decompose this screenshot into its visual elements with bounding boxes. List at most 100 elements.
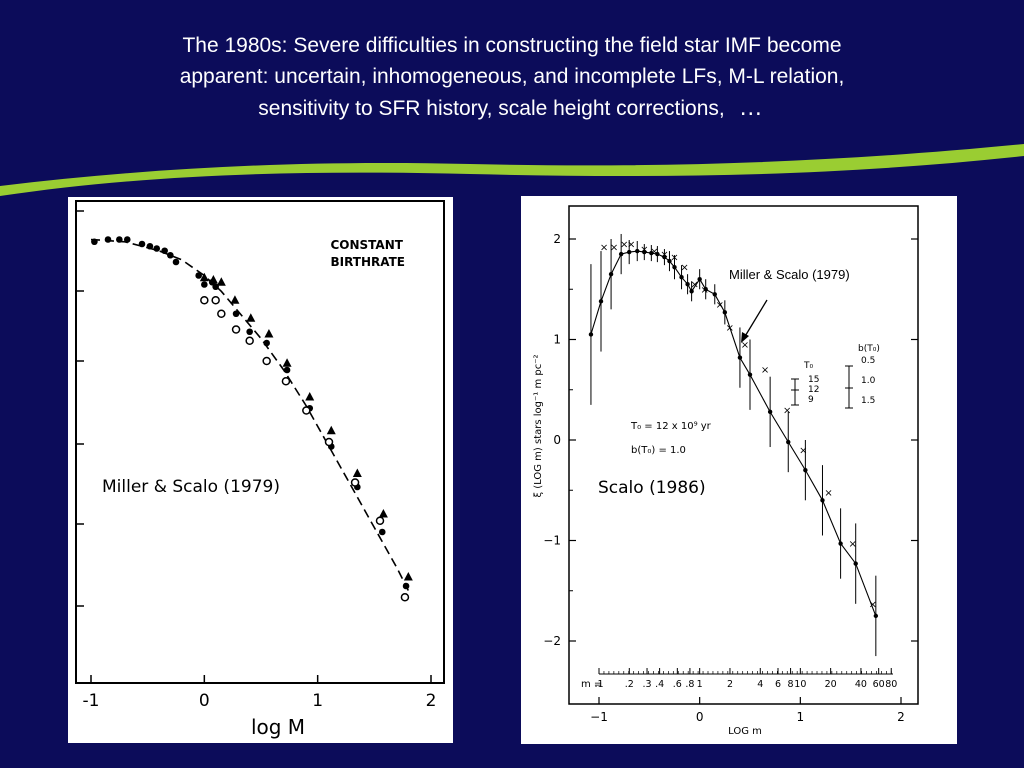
- x-marker-point: ×: [650, 247, 658, 258]
- x-marker-point: ×: [741, 340, 749, 351]
- x-marker-point: ×: [620, 240, 628, 251]
- x-marker-point: ×: [848, 539, 856, 550]
- x-marker-point: ×: [690, 280, 698, 291]
- filled-circle-point: [138, 240, 146, 248]
- mass-tick-label: 2: [727, 679, 733, 690]
- x-axis-label: log M: [251, 715, 305, 739]
- filled-circle-point: [91, 238, 98, 246]
- filled-circle-point: [161, 247, 168, 255]
- scalo-point: [767, 409, 773, 415]
- plot-frame: [568, 205, 919, 705]
- triangle-point: [246, 313, 256, 322]
- filled-circle-point: [146, 242, 154, 250]
- legend-line-2: BIRTHRATE: [330, 255, 405, 269]
- green-swoosh-divider: [0, 144, 1024, 196]
- mass-tick-label: 20: [825, 679, 837, 690]
- x-marker-point: ×: [627, 240, 635, 251]
- mass-tick-label: .2: [625, 679, 634, 690]
- to-legend-label: T₀: [803, 361, 813, 371]
- param-to: T₀ = 12 x 10⁹ yr: [631, 421, 711, 432]
- x-tick-label: 0: [199, 691, 210, 711]
- scalo-point: [838, 541, 843, 546]
- open-circle-point: [350, 478, 360, 487]
- filled-circle-point: [246, 328, 253, 336]
- x-marker-point: ×: [726, 323, 734, 334]
- miller-scalo-chart-panel: -1 0 1 2 log M CONSTANT BIRTHRATE Miller & S…: [68, 197, 453, 743]
- b-legend-value: 0.5: [861, 356, 875, 366]
- filled-circle-point: [201, 281, 208, 288]
- annotation-arrowhead: [741, 332, 749, 343]
- scalo-point: [655, 251, 660, 257]
- mass-tick-label: .3: [642, 679, 651, 690]
- mass-tick-label: 40: [855, 679, 867, 690]
- x-marker-point: ×: [600, 243, 608, 254]
- x-marker-point: ×: [640, 245, 648, 256]
- triangle-point: [352, 468, 362, 477]
- x-marker-point: ×: [824, 488, 832, 499]
- x-tick-label: 1: [312, 691, 323, 711]
- triangle-point: [326, 425, 336, 435]
- mass-tick-label: 4: [757, 679, 763, 690]
- open-circle-point: [324, 437, 334, 447]
- title-line-2: apparent: uncertain, inhomogeneous, and …: [179, 65, 845, 88]
- x-marker-point: ×: [610, 243, 618, 254]
- to-legend-value: 12: [808, 385, 819, 395]
- scalo-point: [598, 299, 604, 304]
- x-marker-point: ×: [716, 300, 724, 311]
- scalo-point: [662, 254, 667, 260]
- title-ellipsis: …: [738, 94, 766, 121]
- scalo-point: [588, 332, 594, 337]
- to-legend-value: 15: [808, 375, 819, 385]
- y-tick-label: −2: [543, 634, 561, 648]
- right-chart-caption: Scalo (1986): [598, 478, 706, 498]
- scalo-point: [873, 613, 879, 619]
- scalo-point: [689, 289, 694, 294]
- mass-tick-label: 60: [873, 679, 885, 690]
- filled-circle-point: [116, 236, 123, 243]
- filled-circle-point: [263, 339, 270, 347]
- x-marker-point: ×: [869, 599, 877, 610]
- y-tick-label: 2: [553, 232, 561, 246]
- x-tick-label: -1: [83, 691, 100, 711]
- x-marker-point: ×: [701, 285, 709, 296]
- x-tick-label: 2: [897, 710, 905, 724]
- x-marker-point: ×: [660, 250, 668, 261]
- filled-circle-point: [195, 272, 202, 279]
- mass-tick-label: 8: [788, 679, 794, 690]
- open-circle-point: [281, 377, 291, 386]
- mass-tick-label: 6: [775, 679, 781, 690]
- scalo-point: [642, 249, 647, 255]
- triangle-point: [378, 509, 388, 518]
- mass-tick-label: 1: [697, 679, 703, 690]
- b-legend-value: 1.0: [861, 376, 876, 386]
- open-circle-point: [245, 336, 254, 345]
- triangle-point: [403, 572, 413, 581]
- y-tick-label: −1: [543, 534, 561, 548]
- y-axis-label: ξ (LOG m) stars log⁻¹ m pc⁻²: [533, 354, 544, 497]
- mass-tick-label: 10: [794, 679, 806, 690]
- open-circle-point: [302, 406, 311, 415]
- scalo-point: [618, 251, 624, 257]
- scalo-point: [635, 248, 640, 254]
- x-tick-label: 2: [426, 691, 437, 711]
- x-marker-point: ×: [799, 446, 807, 457]
- b-legend-label: b(T₀): [858, 344, 880, 354]
- triangle-point: [230, 295, 240, 304]
- open-circle-point: [217, 309, 226, 318]
- mass-axis-prefix: m =: [581, 679, 602, 690]
- plot-frame: [75, 200, 445, 684]
- scalo-point: [820, 498, 825, 503]
- x-marker-point: ×: [670, 253, 678, 264]
- filled-circle-point: [378, 528, 386, 536]
- mass-tick-label: .4: [655, 679, 664, 690]
- filled-circle-point: [402, 582, 410, 590]
- triangle-point: [208, 275, 218, 284]
- scalo-point: [627, 249, 632, 255]
- triangle-point: [199, 272, 209, 282]
- y-tick-label: 0: [553, 433, 561, 447]
- open-circle-point: [231, 325, 241, 334]
- scalo-point: [608, 271, 614, 277]
- left-chart-caption: Miller & Scalo (1979): [102, 477, 280, 497]
- miller-scalo-chart: -1 0 1 2 log M: [68, 200, 453, 743]
- mass-tick-label: .6: [673, 679, 682, 690]
